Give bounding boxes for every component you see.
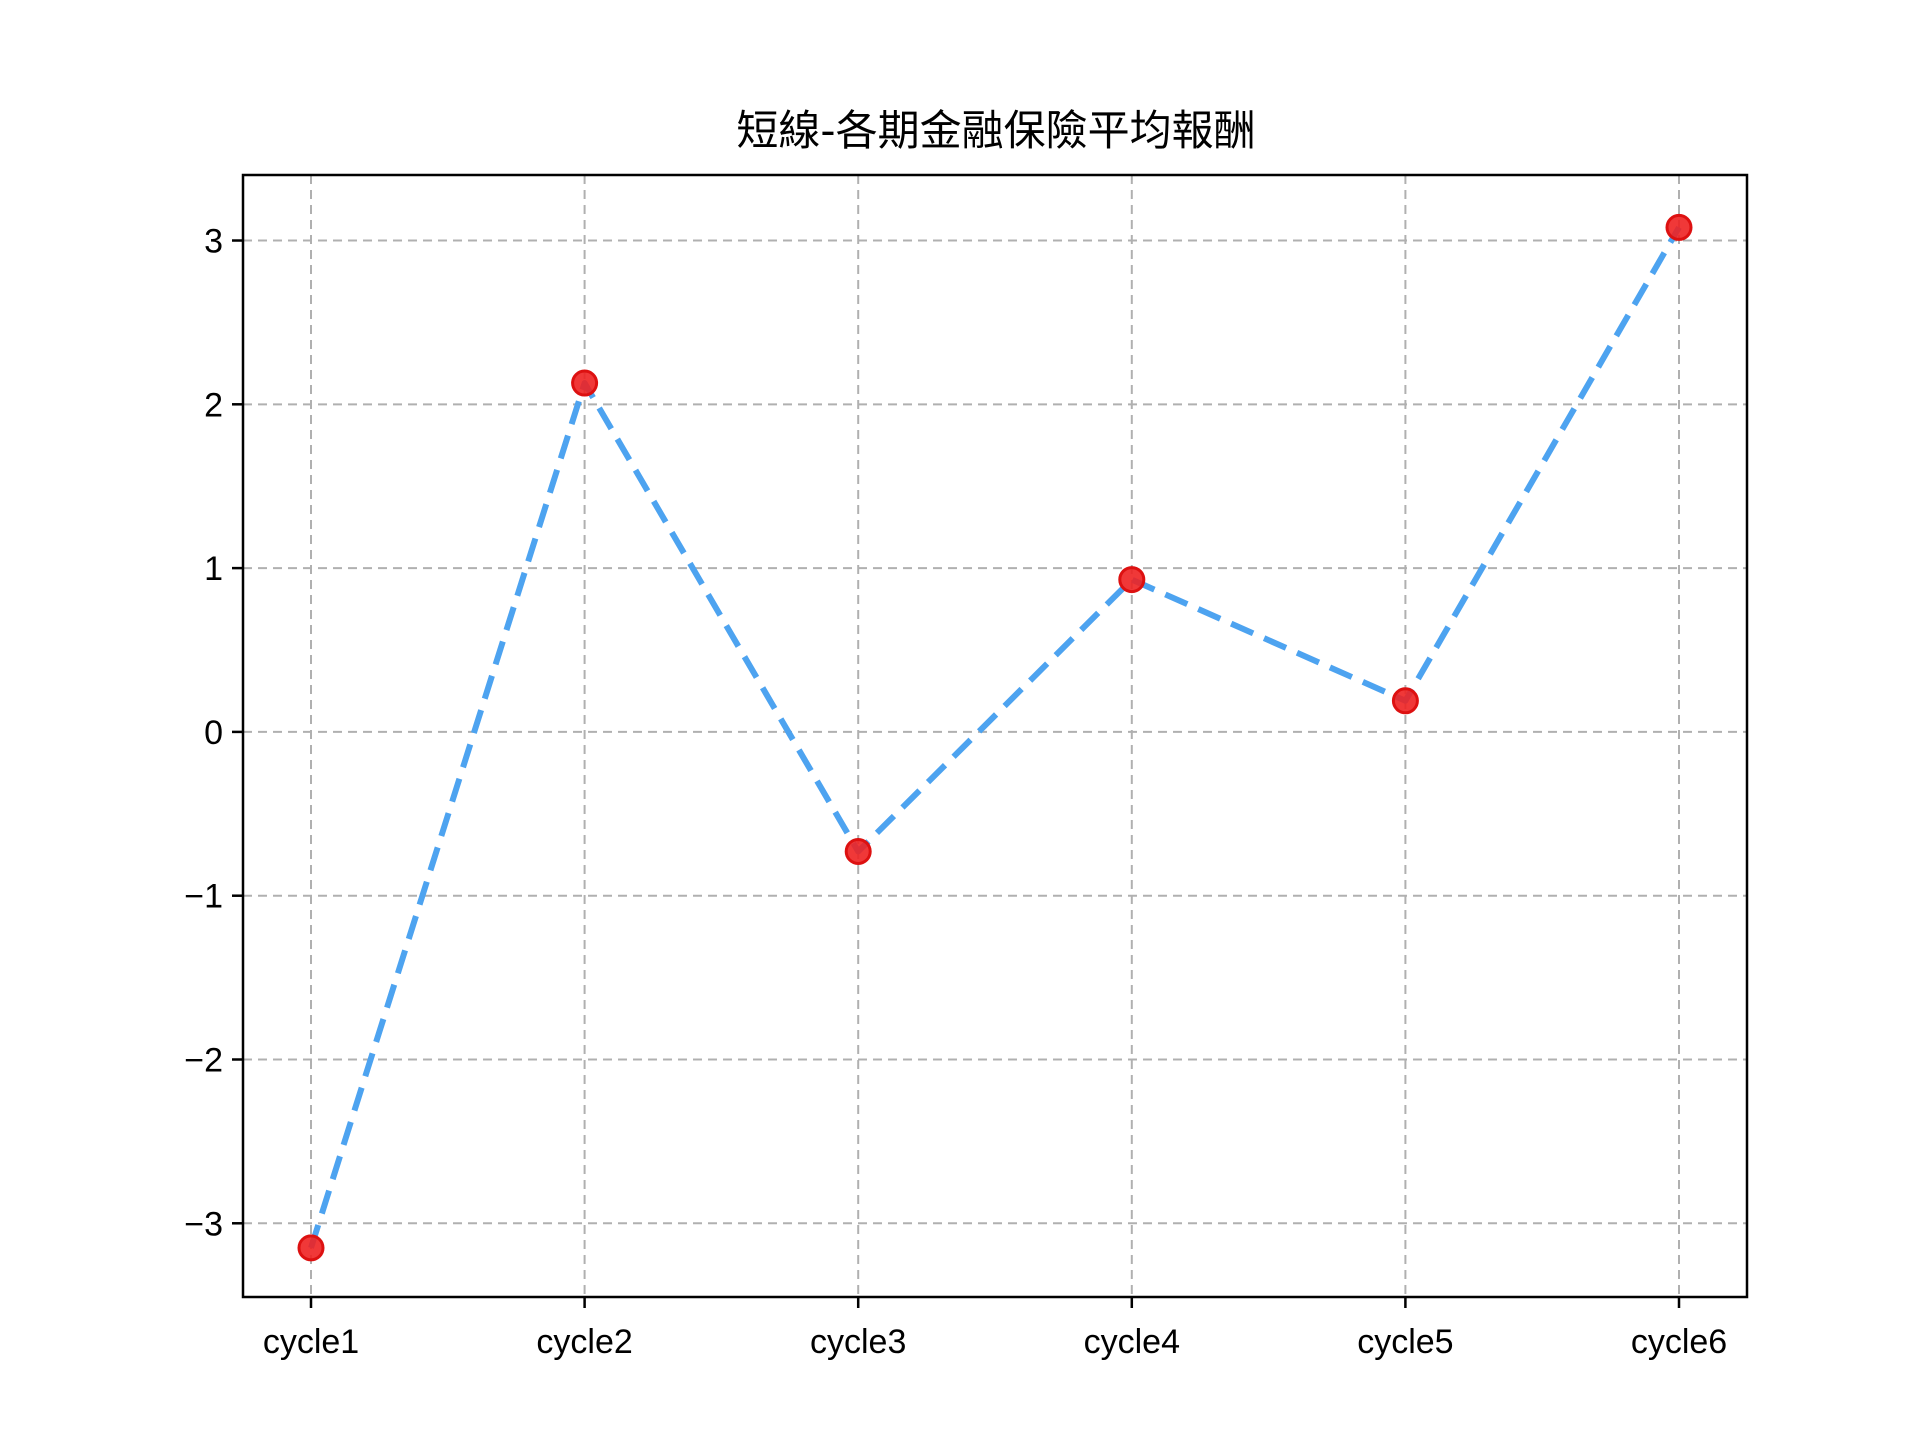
y-tick-label: 3	[204, 223, 223, 261]
data-point	[297, 1234, 325, 1262]
chart-title: 短線-各期金融保險平均報酬	[736, 106, 1255, 155]
x-tick-label: cycle1	[263, 1323, 359, 1361]
x-tick-label: cycle3	[810, 1323, 906, 1361]
x-tick-label: cycle2	[536, 1323, 632, 1361]
x-tick-label: cycle6	[1631, 1323, 1727, 1361]
grid	[243, 175, 1747, 1297]
data-point	[1391, 687, 1419, 715]
y-tick-label: 0	[204, 714, 223, 752]
y-tick-label: 1	[204, 550, 223, 588]
series-line	[308, 225, 1682, 1249]
y-axis: −3 −2 −1 0 1 2 3	[184, 223, 243, 1243]
x-axis: cycle1 cycle2 cycle3 cycle4 cycle5 cycle6	[263, 1297, 1727, 1361]
plot-area-frame	[241, 173, 1749, 1299]
data-point	[571, 369, 599, 397]
x-tick-label: cycle5	[1357, 1323, 1453, 1361]
data-point	[1118, 566, 1146, 594]
x-tick-label: cycle4	[1084, 1323, 1180, 1361]
y-tick-label: −3	[184, 1205, 223, 1243]
y-tick-label: −1	[184, 878, 223, 916]
y-tick-label: −2	[184, 1041, 223, 1079]
series-group	[297, 213, 1693, 1262]
y-tick-label: 2	[204, 386, 223, 424]
data-point	[1665, 213, 1693, 241]
data-point	[844, 837, 872, 865]
